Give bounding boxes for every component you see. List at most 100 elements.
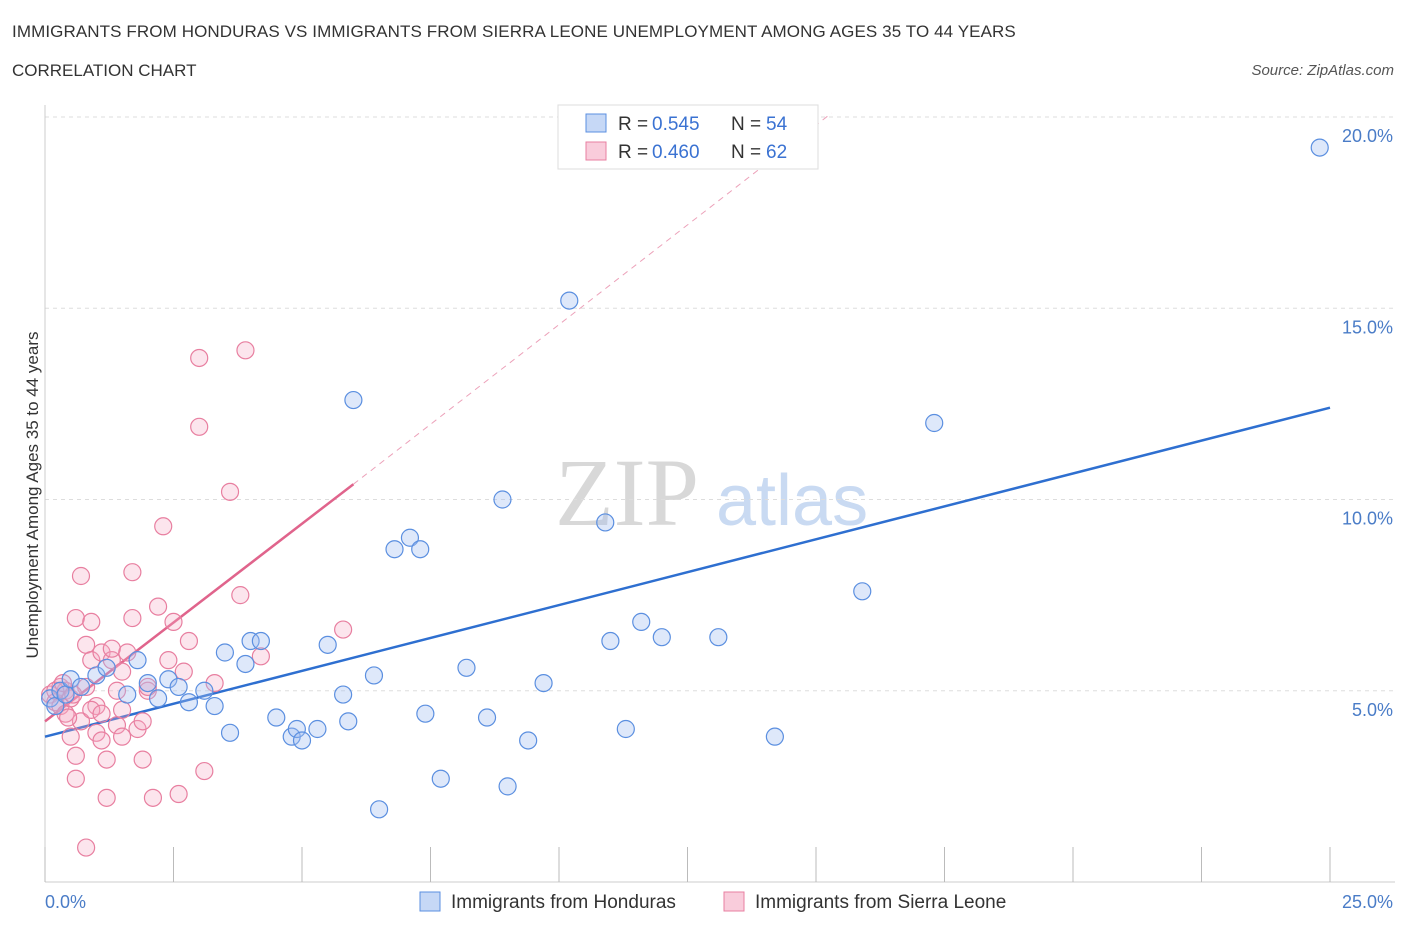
legend-r-value-sierra-leone: 0.460 xyxy=(652,142,700,163)
legend-r-label-honduras: R = xyxy=(618,114,648,135)
data-point-honduras xyxy=(385,540,404,559)
legend-n-value-sierra-leone: 62 xyxy=(766,142,787,163)
data-point-honduras xyxy=(632,612,651,632)
data-point-honduras xyxy=(416,704,435,723)
chart-subtitle: CORRELATION CHART xyxy=(12,61,197,80)
data-point-honduras xyxy=(148,689,168,708)
data-point-honduras xyxy=(87,666,106,685)
data-point-honduras xyxy=(560,291,579,310)
data-point-sierra-leone xyxy=(112,727,132,746)
legend-r-value-honduras: 0.545 xyxy=(652,114,700,135)
legend-r-label-sierra-leone: R = xyxy=(618,142,648,163)
data-point-sierra-leone xyxy=(123,608,142,628)
data-point-honduras xyxy=(498,777,517,796)
bottom-legend-label-honduras: Immigrants from Honduras xyxy=(451,892,676,913)
data-point-honduras xyxy=(765,727,784,746)
watermark-atlas: atlas xyxy=(716,461,868,541)
legend-swatch-honduras xyxy=(585,113,607,133)
data-point-honduras xyxy=(411,540,430,559)
source-label: Source: ZipAtlas.com xyxy=(1251,62,1394,79)
legend-n-label-sierra-leone: N = xyxy=(731,142,761,163)
data-point-sierra-leone xyxy=(66,746,85,765)
data-point-sierra-leone xyxy=(164,612,183,632)
data-point-sierra-leone xyxy=(143,788,163,807)
data-point-honduras xyxy=(519,731,538,750)
data-point-honduras xyxy=(431,769,450,788)
data-point-honduras xyxy=(925,413,944,433)
data-point-honduras xyxy=(493,490,512,509)
axes xyxy=(44,105,1395,883)
data-point-sierra-leone xyxy=(179,631,199,651)
data-point-sierra-leone xyxy=(107,681,127,700)
stats-legend: R = 0.545 N = 54 R = 0.460 N = 62 xyxy=(557,104,819,170)
series-honduras xyxy=(41,138,1329,819)
data-point-sierra-leone xyxy=(97,750,116,769)
data-point-honduras xyxy=(195,681,214,700)
bottom-legend-label-sierra-leone: Immigrants from Sierra Leone xyxy=(755,892,1006,913)
data-point-honduras xyxy=(339,712,358,731)
data-point-honduras xyxy=(236,654,255,674)
data-point-sierra-leone xyxy=(205,673,224,693)
trend-line-sierra-leone xyxy=(44,483,355,723)
y-tick-label: 20.0% xyxy=(1342,126,1393,146)
trend-lines xyxy=(44,112,1331,738)
bottom-legend-swatch-honduras xyxy=(419,891,441,912)
data-point-honduras xyxy=(287,719,306,739)
series-legend: Immigrants from Honduras Immigrants from… xyxy=(419,891,1006,913)
data-point-sierra-leone xyxy=(102,639,121,658)
data-point-sierra-leone xyxy=(231,586,250,605)
data-point-honduras xyxy=(138,673,157,693)
data-point-sierra-leone xyxy=(169,784,188,804)
data-point-sierra-leone xyxy=(97,788,116,807)
data-point-honduras xyxy=(118,685,137,704)
trend-line-honduras xyxy=(44,406,1331,738)
data-point-honduras xyxy=(534,673,553,693)
data-point-honduras xyxy=(652,628,671,647)
data-point-sierra-leone xyxy=(71,566,91,586)
trend-line-sierra-leone-extension xyxy=(353,112,832,485)
legend-n-label-honduras: N = xyxy=(731,114,761,135)
data-point-honduras xyxy=(179,693,199,712)
data-point-sierra-leone xyxy=(77,635,96,654)
legend-n-value-honduras: 54 xyxy=(766,114,788,135)
y-tick-label: 10.0% xyxy=(1342,509,1393,529)
data-point-sierra-leone xyxy=(154,517,173,536)
x-tick-label: 25.0% xyxy=(1342,892,1393,912)
data-point-sierra-leone xyxy=(123,563,142,582)
data-point-honduras xyxy=(251,631,270,651)
data-point-sierra-leone xyxy=(195,761,214,781)
data-point-sierra-leone xyxy=(82,700,101,719)
watermark-zip: ZIP xyxy=(555,439,699,546)
data-point-honduras xyxy=(128,651,147,670)
y-axis-label: Unemployment Among Ages 35 to 44 years xyxy=(23,332,42,659)
data-point-sierra-leone xyxy=(190,417,209,436)
data-point-honduras xyxy=(267,708,286,727)
data-point-honduras xyxy=(169,677,188,697)
data-point-honduras xyxy=(71,677,91,697)
data-point-honduras xyxy=(56,685,75,704)
grid-lines xyxy=(45,116,1395,692)
data-point-sierra-leone xyxy=(112,700,132,719)
data-point-sierra-leone xyxy=(148,597,168,616)
data-point-honduras xyxy=(292,731,312,750)
data-point-sierra-leone xyxy=(92,704,111,723)
data-point-sierra-leone xyxy=(118,643,137,662)
data-point-honduras xyxy=(318,635,337,654)
data-point-sierra-leone xyxy=(138,677,157,697)
y-tick-label: 5.0% xyxy=(1352,700,1393,720)
data-point-honduras xyxy=(97,658,116,677)
data-point-honduras xyxy=(853,582,872,601)
data-point-honduras xyxy=(344,390,363,410)
data-point-honduras xyxy=(457,658,476,677)
series-sierra-leone xyxy=(41,341,353,857)
data-point-sierra-leone xyxy=(133,712,152,731)
data-point-sierra-leone xyxy=(77,838,96,857)
data-point-sierra-leone xyxy=(61,727,80,746)
data-point-sierra-leone xyxy=(220,482,240,501)
data-point-sierra-leone xyxy=(66,608,85,628)
data-point-sierra-leone xyxy=(112,662,132,681)
data-point-sierra-leone xyxy=(236,341,255,360)
data-point-sierra-leone xyxy=(138,681,157,700)
data-point-honduras xyxy=(61,670,80,689)
chart-title: IMMIGRANTS FROM HONDURAS VS IMMIGRANTS F… xyxy=(12,22,1016,41)
